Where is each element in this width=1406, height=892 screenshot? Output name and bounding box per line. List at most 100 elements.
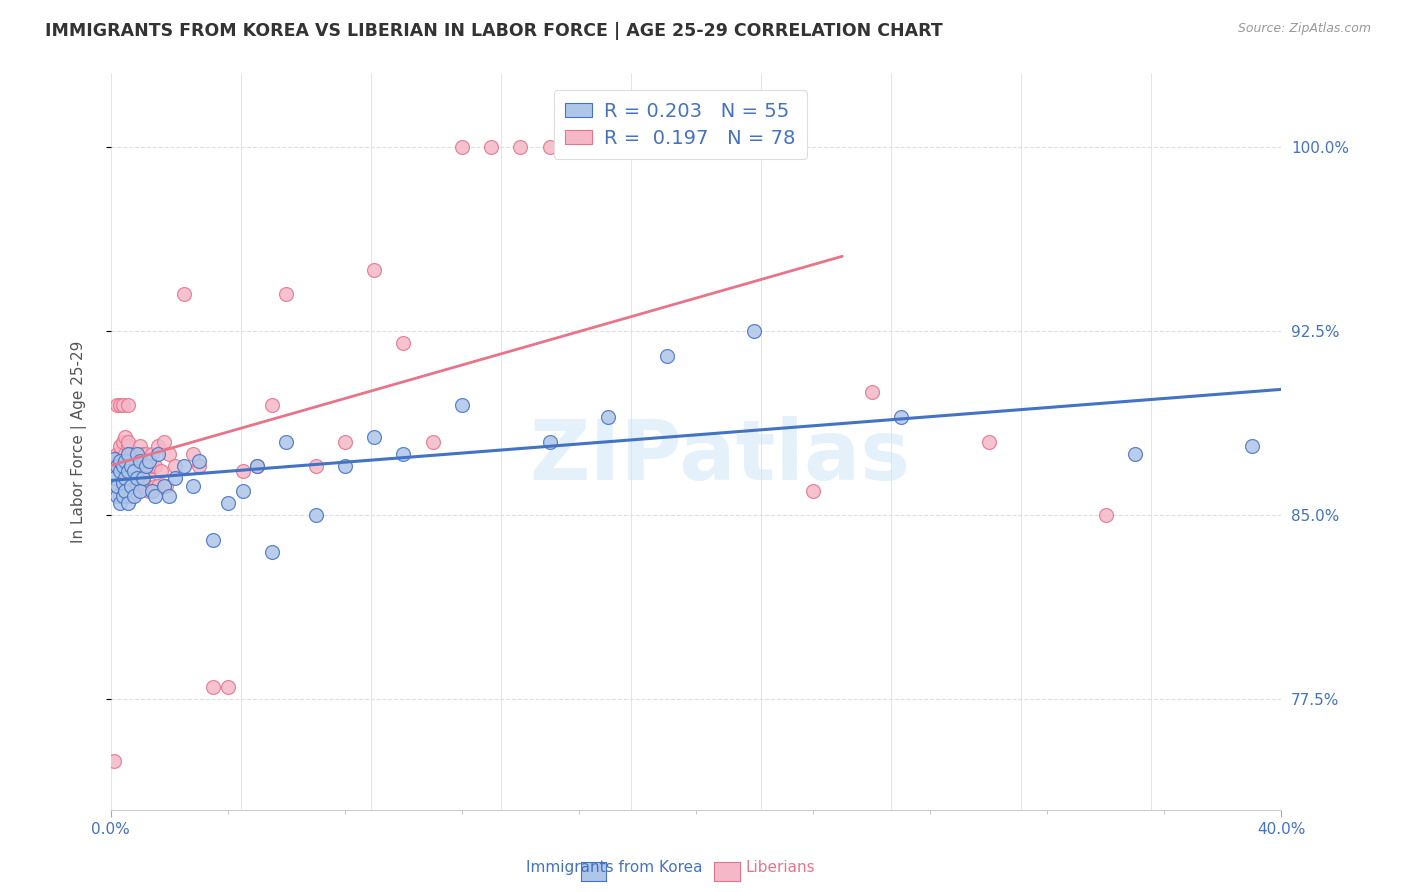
Point: [146, 439, 169, 453]
Point: [801, 483, 824, 498]
Point: [157, 447, 180, 461]
Point: [217, 680, 239, 694]
Point: [111, 476, 134, 491]
Point: [135, 447, 157, 461]
Point: [744, 324, 766, 338]
Point: [1123, 447, 1146, 461]
Point: [108, 439, 131, 453]
Point: [127, 479, 149, 493]
Point: [714, 139, 737, 153]
Point: [103, 451, 125, 466]
Point: [744, 139, 766, 153]
Point: [114, 471, 136, 485]
Text: IMMIGRANTS FROM KOREA VS LIBERIAN IN LABOR FORCE | AGE 25-29 CORRELATION CHART: IMMIGRANTS FROM KOREA VS LIBERIAN IN LAB…: [45, 22, 943, 40]
Point: [187, 454, 209, 468]
Point: [276, 287, 298, 301]
Point: [141, 483, 163, 498]
Point: [146, 447, 169, 461]
Point: [111, 489, 134, 503]
Point: [202, 533, 225, 547]
Point: [143, 479, 166, 493]
Point: [117, 439, 139, 453]
Point: [117, 464, 139, 478]
Point: [655, 139, 678, 153]
Point: [685, 139, 707, 153]
Point: [509, 139, 531, 153]
Point: [538, 434, 561, 449]
Point: [122, 479, 145, 493]
Point: [105, 489, 128, 503]
Point: [612, 139, 634, 153]
Point: [111, 479, 134, 493]
Point: [568, 139, 591, 153]
Point: [422, 434, 444, 449]
Point: [122, 447, 145, 461]
Point: [187, 459, 209, 474]
Point: [117, 398, 139, 412]
Point: [117, 464, 139, 478]
Point: [152, 479, 174, 493]
Point: [129, 439, 152, 453]
Point: [451, 139, 474, 153]
Point: [304, 508, 326, 523]
Text: ZIPatlas: ZIPatlas: [529, 416, 910, 497]
Point: [181, 479, 204, 493]
Point: [333, 459, 356, 474]
Point: [149, 464, 172, 478]
Point: [108, 454, 131, 468]
Point: [127, 447, 149, 461]
Point: [114, 489, 136, 503]
Point: [114, 454, 136, 468]
Point: [181, 447, 204, 461]
Point: [155, 479, 177, 493]
Text: Immigrants from Korea: Immigrants from Korea: [526, 861, 703, 875]
Point: [138, 454, 160, 468]
Point: [304, 459, 326, 474]
Point: [114, 447, 136, 461]
Point: [276, 434, 298, 449]
Point: [260, 398, 283, 412]
Point: [132, 471, 155, 485]
Point: [111, 459, 134, 474]
Legend: R = 0.203   N = 55, R =  0.197   N = 78: R = 0.203 N = 55, R = 0.197 N = 78: [554, 90, 807, 159]
Point: [120, 489, 142, 503]
Point: [141, 447, 163, 461]
Point: [120, 459, 142, 474]
Point: [105, 479, 128, 493]
Point: [117, 496, 139, 510]
Point: [246, 459, 269, 474]
Point: [479, 139, 502, 153]
Point: [105, 479, 128, 493]
Point: [114, 429, 136, 443]
Point: [111, 434, 134, 449]
Point: [108, 447, 131, 461]
Y-axis label: In Labor Force | Age 25-29: In Labor Force | Age 25-29: [72, 341, 87, 542]
Text: Source: ZipAtlas.com: Source: ZipAtlas.com: [1237, 22, 1371, 36]
Point: [120, 479, 142, 493]
Point: [122, 464, 145, 478]
Point: [977, 434, 1000, 449]
Point: [105, 459, 128, 474]
Point: [135, 459, 157, 474]
Point: [217, 496, 239, 510]
Point: [202, 680, 225, 694]
Point: [392, 447, 415, 461]
Point: [122, 459, 145, 474]
Point: [231, 464, 253, 478]
Point: [143, 489, 166, 503]
Point: [108, 489, 131, 503]
Point: [141, 459, 163, 474]
Point: [165, 459, 187, 474]
Point: [1240, 439, 1263, 453]
Point: [127, 447, 149, 461]
Text: Liberians: Liberians: [745, 861, 815, 875]
Point: [363, 262, 385, 277]
Point: [451, 398, 474, 412]
Point: [127, 471, 149, 485]
Point: [120, 447, 142, 461]
Point: [129, 479, 152, 493]
Point: [108, 464, 131, 478]
Point: [120, 459, 142, 474]
Point: [157, 489, 180, 503]
Point: [111, 398, 134, 412]
